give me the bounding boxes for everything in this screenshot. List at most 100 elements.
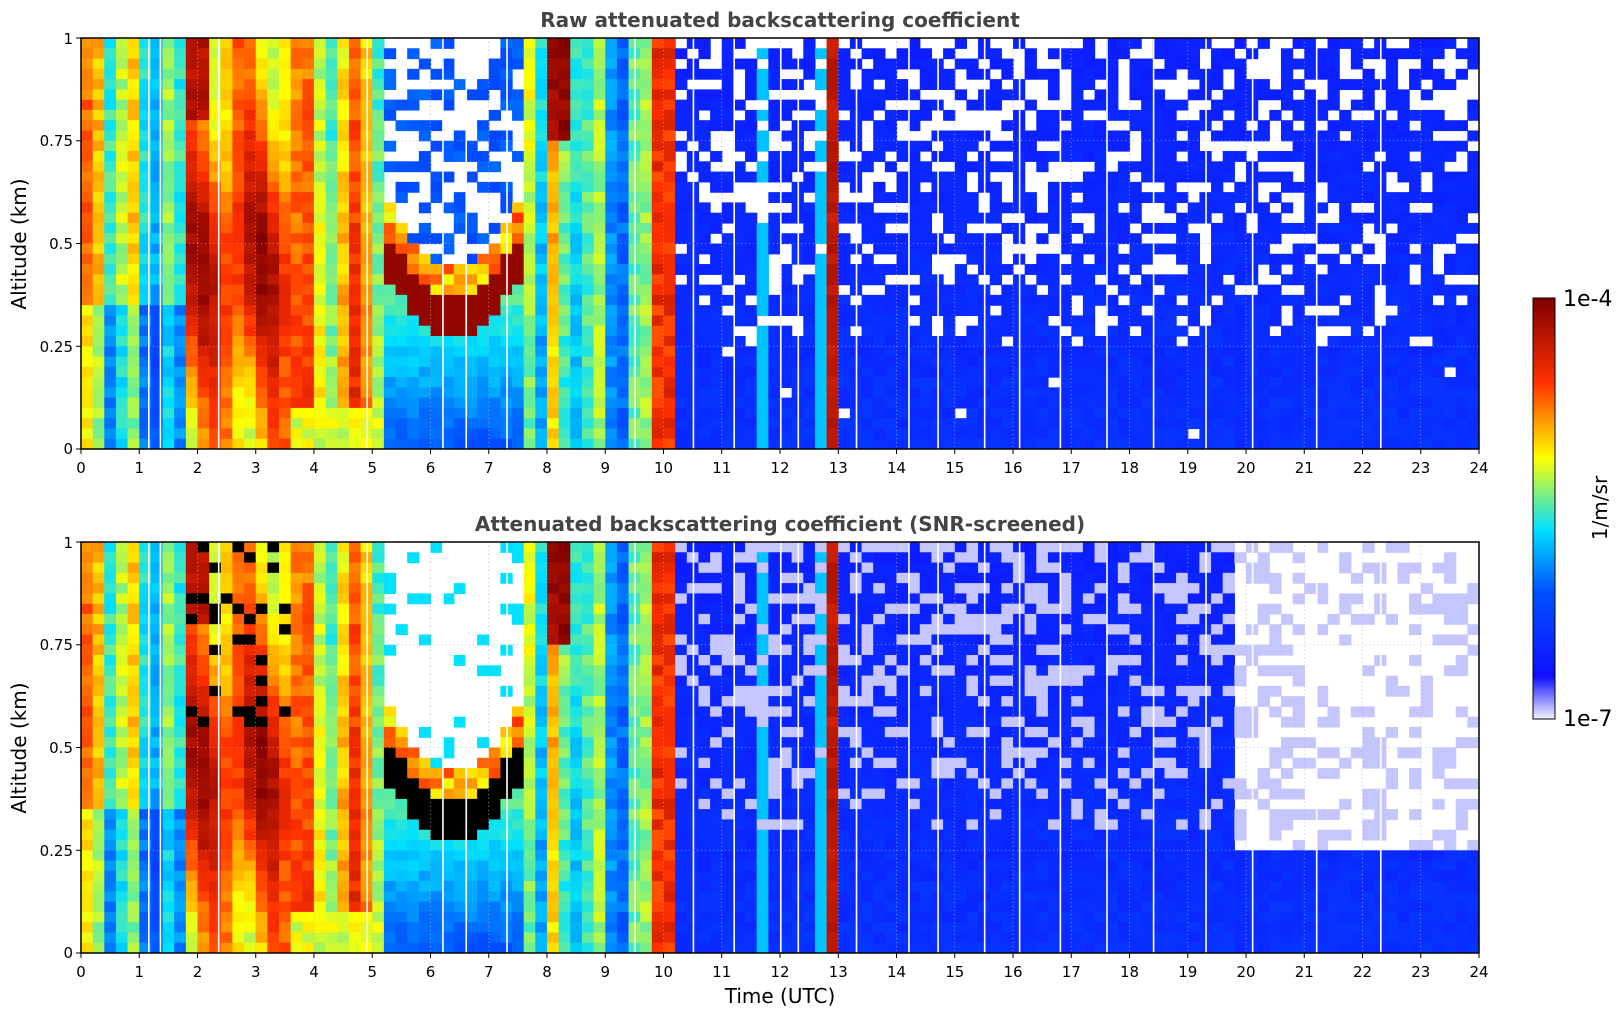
heatmap-cell <box>139 264 152 275</box>
heatmap-cell <box>547 294 560 306</box>
heatmap-cell <box>337 192 350 204</box>
heatmap-cell <box>581 192 595 204</box>
heatmap-cell <box>966 407 979 419</box>
heatmap-cell <box>1024 428 1037 440</box>
heatmap-cell <box>1304 264 1317 275</box>
heatmap-cell <box>267 202 280 214</box>
heatmap-cell <box>581 315 595 327</box>
heatmap-cell <box>337 377 350 388</box>
heatmap-cell <box>150 644 164 656</box>
heatmap-cell <box>115 58 129 70</box>
heatmap-cell <box>442 284 455 296</box>
heatmap-cell <box>267 901 280 913</box>
heatmap-cell <box>232 716 245 728</box>
heatmap-cell <box>838 438 851 449</box>
heatmap-cell <box>244 335 257 347</box>
heatmap-cell <box>104 665 117 677</box>
heatmap-cell <box>1455 181 1468 193</box>
heatmap-cell <box>1176 48 1189 60</box>
heatmap-cell <box>535 212 548 224</box>
heatmap-cell <box>675 356 688 368</box>
heatmap-cell <box>1082 192 1096 204</box>
heatmap-cell <box>279 397 292 409</box>
heatmap-cell <box>162 644 175 656</box>
heatmap-cell <box>873 315 886 327</box>
heatmap-cell <box>989 377 1002 388</box>
heatmap-cell <box>337 305 350 317</box>
heatmap-cell <box>220 655 234 666</box>
heatmap-cell <box>1269 222 1282 234</box>
heatmap-cell <box>616 243 630 255</box>
heatmap-cell <box>453 202 467 214</box>
heatmap-cell <box>267 634 280 646</box>
heatmap-cell <box>1047 130 1061 142</box>
heatmap-cell <box>150 757 164 769</box>
heatmap-cell <box>581 264 595 275</box>
heatmap-cell <box>1362 48 1375 60</box>
heatmap-cell <box>1094 202 1107 214</box>
heatmap-cell <box>139 130 152 142</box>
heatmap-cell <box>1280 99 1294 111</box>
heatmap-cell <box>395 222 408 234</box>
heatmap-cell <box>185 778 199 790</box>
heatmap-cell <box>185 737 199 749</box>
heatmap-cell <box>1211 407 1224 419</box>
panel-screened: Attenuated backscattering coefficient (S… <box>7 512 1489 1008</box>
heatmap-cell <box>477 130 490 142</box>
heatmap-cell <box>733 120 746 132</box>
heatmap-cell <box>302 901 315 913</box>
heatmap-cell <box>826 192 839 204</box>
heatmap-cell <box>430 171 443 183</box>
heatmap-cell <box>314 161 327 173</box>
heatmap-cell <box>1106 99 1119 111</box>
heatmap-cell <box>768 366 781 378</box>
heatmap-cell <box>733 99 746 111</box>
heatmap-cell <box>1467 438 1479 449</box>
heatmap-cell <box>1397 120 1410 132</box>
heatmap-cell <box>1432 315 1445 327</box>
heatmap-cell <box>1071 130 1084 142</box>
heatmap-cell <box>1164 284 1177 296</box>
heatmap-cell <box>232 335 245 347</box>
heatmap-cell <box>1001 356 1014 368</box>
heatmap-cell <box>279 89 292 101</box>
heatmap-cell <box>1234 192 1247 204</box>
heatmap-cell <box>640 428 653 440</box>
heatmap-cell <box>1082 151 1096 162</box>
heatmap-cell <box>92 685 105 697</box>
heatmap-cell <box>174 716 187 728</box>
heatmap-cell <box>209 562 222 574</box>
x-tick-label: 0 <box>76 459 86 477</box>
heatmap-cell <box>290 665 303 677</box>
heatmap-cell <box>115 778 129 790</box>
heatmap-cell <box>1211 161 1224 173</box>
heatmap-cell <box>745 407 758 419</box>
heatmap-cell <box>908 38 921 49</box>
heatmap-cell <box>919 233 933 245</box>
heatmap-cell <box>372 418 385 430</box>
heatmap-cell <box>1420 253 1433 265</box>
heatmap-cell <box>803 233 816 245</box>
heatmap-cell <box>314 109 327 121</box>
heatmap-cell <box>966 68 979 80</box>
heatmap-cell <box>104 839 117 851</box>
heatmap-cell <box>430 418 443 430</box>
heatmap-cell <box>104 737 117 749</box>
heatmap-cell <box>1304 181 1317 193</box>
heatmap-cell <box>873 428 886 440</box>
heatmap-cell <box>185 881 199 892</box>
heatmap-cell <box>348 99 362 111</box>
heatmap-cell <box>127 624 140 636</box>
heatmap-cell <box>302 130 315 142</box>
heatmap-cell <box>1164 335 1177 347</box>
heatmap-cell <box>675 428 688 440</box>
heatmap-cell <box>1094 366 1107 378</box>
heatmap-cell <box>150 305 164 317</box>
heatmap-cell <box>139 428 152 440</box>
heatmap-cell <box>174 366 187 378</box>
heatmap-cell <box>115 829 129 841</box>
heatmap-cell <box>162 696 175 708</box>
heatmap-cell <box>908 120 921 132</box>
heatmap-cell <box>616 407 630 419</box>
heatmap-cell <box>1455 192 1468 204</box>
